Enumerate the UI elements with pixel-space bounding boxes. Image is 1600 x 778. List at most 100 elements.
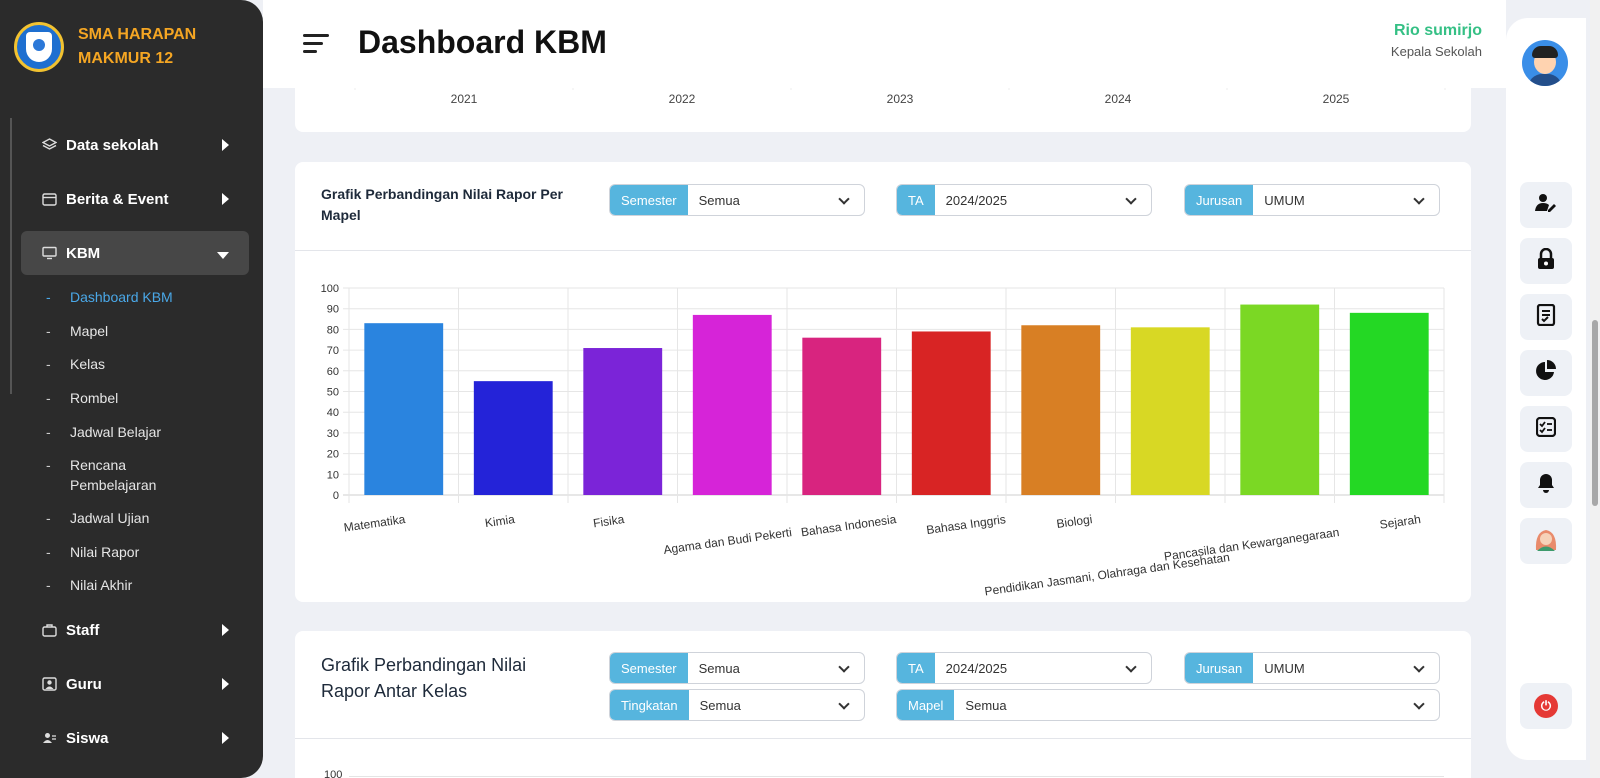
- nav-guide-line: [10, 118, 12, 394]
- card-divider: [295, 250, 1471, 251]
- filter-label: Semester: [610, 185, 688, 215]
- school-logo: [14, 22, 64, 72]
- filter-value[interactable]: Semua: [688, 185, 864, 215]
- filter-label: TA: [897, 185, 935, 215]
- page-title: Dashboard KBM: [358, 24, 607, 60]
- sub-rencana-pembelajaran[interactable]: - Rencana Pembelajaran: [46, 457, 157, 493]
- bar[interactable]: [802, 337, 882, 495]
- filter-value[interactable]: Semua: [688, 653, 864, 683]
- filter-value[interactable]: UMUM: [1253, 653, 1439, 683]
- x-tick-label: 2022: [669, 92, 696, 106]
- ta-select[interactable]: TA 2024/2025: [896, 184, 1152, 216]
- checklist-button[interactable]: [1520, 406, 1572, 452]
- hijab-avatar-icon: [1533, 526, 1559, 557]
- sub-nilai-akhir[interactable]: - Nilai Akhir: [46, 577, 133, 593]
- filter-value[interactable]: Semua: [954, 690, 1439, 720]
- power-icon: ⏻: [1534, 694, 1558, 718]
- notification-button[interactable]: [1520, 462, 1572, 508]
- caret-down-icon: [217, 252, 229, 259]
- bar[interactable]: [1240, 304, 1320, 495]
- ta-select[interactable]: TA 2024/2025: [896, 652, 1152, 684]
- chevron-down-icon: [1125, 661, 1137, 673]
- report-button[interactable]: [1520, 294, 1572, 340]
- bar[interactable]: [583, 348, 663, 495]
- bar[interactable]: [1021, 325, 1101, 495]
- filter-value[interactable]: Semua: [689, 690, 864, 720]
- scrollbar-track[interactable]: [1590, 0, 1600, 778]
- y-tick-label: 10: [327, 469, 339, 481]
- y-tick-label: 40: [327, 407, 339, 419]
- filter-label: TA: [897, 653, 935, 683]
- sub-dashboard-kbm[interactable]: - Dashboard KBM: [46, 289, 173, 305]
- chevron-down-icon: [1413, 698, 1425, 710]
- bar[interactable]: [364, 323, 444, 495]
- lock-button[interactable]: [1520, 238, 1572, 284]
- bar[interactable]: [1349, 312, 1429, 495]
- sub-nilai-rapor[interactable]: - Nilai Rapor: [46, 544, 140, 560]
- y-tick-label: 60: [327, 366, 339, 378]
- sub-kelas[interactable]: - Kelas: [46, 356, 106, 372]
- gridline: [349, 776, 1444, 777]
- bar[interactable]: [911, 331, 991, 495]
- sub-jadwal-belajar[interactable]: - Jadwal Belajar: [46, 424, 162, 440]
- sub-mapel[interactable]: - Mapel: [46, 323, 109, 339]
- jurusan-select[interactable]: Jurusan UMUM: [1184, 184, 1440, 216]
- caret-right-icon: [222, 624, 229, 636]
- nav-guru[interactable]: Guru: [21, 662, 249, 706]
- user-edit-button[interactable]: [1520, 182, 1572, 228]
- tingkatan-select[interactable]: Tingkatan Semua: [609, 689, 865, 721]
- user-name: Rio sumirjo: [1393, 22, 1482, 39]
- y-tick-label: 80: [327, 324, 339, 336]
- chevron-down-icon: [838, 698, 850, 710]
- x-tick-label: 2024: [1105, 92, 1132, 106]
- nav-label: Data sekolah: [66, 136, 159, 154]
- y-tick-label: 0: [333, 490, 339, 502]
- filter-value[interactable]: 2024/2025: [935, 185, 1151, 215]
- mapel-bar-chart: 0 10 20 30 40 50 60 70 80 90 100 Matematika Kimia Fis…: [321, 283, 1445, 598]
- user-square-icon: [41, 677, 57, 691]
- mapel-select[interactable]: Mapel Semua: [896, 689, 1440, 721]
- x-tick-label: Fisika: [592, 512, 625, 530]
- brand[interactable]: SMA HARAPAN MAKMUR 12: [14, 22, 218, 72]
- nav-siswa[interactable]: Siswa: [21, 716, 249, 760]
- sub-jadwal-ujian[interactable]: - Jadwal Ujian: [46, 510, 150, 526]
- x-tick-label: Matematika: [343, 512, 407, 535]
- nav-label: Guru: [66, 675, 102, 693]
- y-tick-label: 30: [327, 428, 339, 440]
- filter-value[interactable]: UMUM: [1253, 185, 1439, 215]
- bar[interactable]: [1130, 327, 1210, 495]
- logout-button[interactable]: ⏻: [1520, 683, 1572, 729]
- x-tick-label: Agama dan Budi Pekerti: [663, 525, 793, 557]
- nav-berita-event[interactable]: Berita & Event: [21, 177, 249, 221]
- x-tick-label: Bahasa Indonesia: [800, 512, 897, 539]
- x-tick-label: 2025: [1323, 92, 1350, 106]
- filter-label: Jurusan: [1185, 185, 1254, 215]
- bar[interactable]: [473, 381, 553, 495]
- x-tick-label: Kimia: [484, 512, 516, 530]
- x-tick-label: Bahasa Inggris: [925, 512, 1006, 537]
- user-role: Kepala Sekolah: [1390, 44, 1482, 59]
- jurusan-select[interactable]: Jurusan UMUM: [1184, 652, 1440, 684]
- semester-select[interactable]: Semester Semua: [609, 184, 865, 216]
- school-name: SMA HARAPAN MAKMUR 12: [78, 26, 197, 67]
- y-tick-label: 100: [321, 283, 339, 295]
- y-tick-label: 20: [327, 449, 339, 461]
- sub-rombel[interactable]: - Rombel: [46, 390, 119, 406]
- nav-kbm[interactable]: KBM: [21, 231, 249, 275]
- bar[interactable]: [692, 314, 772, 495]
- right-rail: ⏻: [1506, 18, 1586, 760]
- user-avatar[interactable]: [1522, 40, 1568, 86]
- caret-right-icon: [222, 678, 229, 690]
- semester-select[interactable]: Semester Semua: [609, 652, 865, 684]
- y-tick-label: 50: [327, 387, 339, 399]
- filter-value[interactable]: 2024/2025: [935, 653, 1151, 683]
- scrollbar-thumb[interactable]: [1592, 320, 1598, 506]
- card-divider: [295, 738, 1471, 739]
- nav-label: Staff: [66, 621, 100, 639]
- filter-label: Semester: [610, 653, 688, 683]
- nav-data-sekolah[interactable]: Data sekolah: [21, 123, 249, 167]
- hamburger-menu-icon[interactable]: [303, 34, 329, 54]
- nav-staff[interactable]: Staff: [21, 608, 249, 652]
- profile-button[interactable]: [1520, 518, 1572, 564]
- chart-button[interactable]: [1520, 350, 1572, 396]
